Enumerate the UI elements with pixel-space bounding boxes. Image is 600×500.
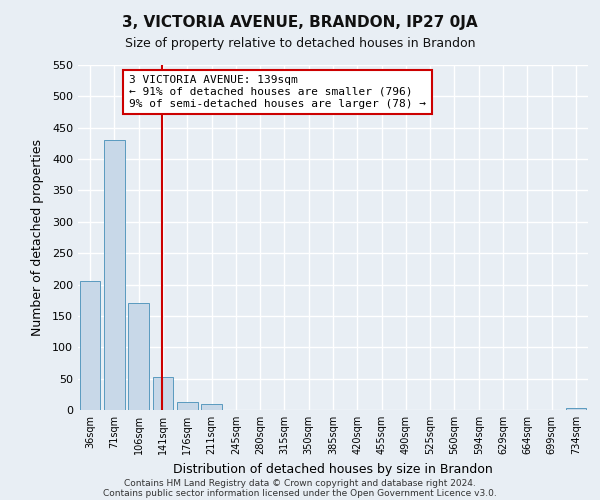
Bar — [177, 402, 197, 410]
X-axis label: Distribution of detached houses by size in Brandon: Distribution of detached houses by size … — [173, 462, 493, 475]
Text: Size of property relative to detached houses in Brandon: Size of property relative to detached ho… — [125, 38, 475, 51]
Bar — [80, 281, 100, 410]
Text: Contains HM Land Registry data © Crown copyright and database right 2024.: Contains HM Land Registry data © Crown c… — [124, 478, 476, 488]
Text: 3, VICTORIA AVENUE, BRANDON, IP27 0JA: 3, VICTORIA AVENUE, BRANDON, IP27 0JA — [122, 15, 478, 30]
Text: 3 VICTORIA AVENUE: 139sqm
← 91% of detached houses are smaller (796)
9% of semi-: 3 VICTORIA AVENUE: 139sqm ← 91% of detac… — [129, 76, 426, 108]
Bar — [104, 140, 125, 410]
Bar — [128, 304, 149, 410]
Bar — [566, 408, 586, 410]
Y-axis label: Number of detached properties: Number of detached properties — [31, 139, 44, 336]
Bar — [201, 404, 222, 410]
Bar — [152, 378, 173, 410]
Text: Contains public sector information licensed under the Open Government Licence v3: Contains public sector information licen… — [103, 488, 497, 498]
